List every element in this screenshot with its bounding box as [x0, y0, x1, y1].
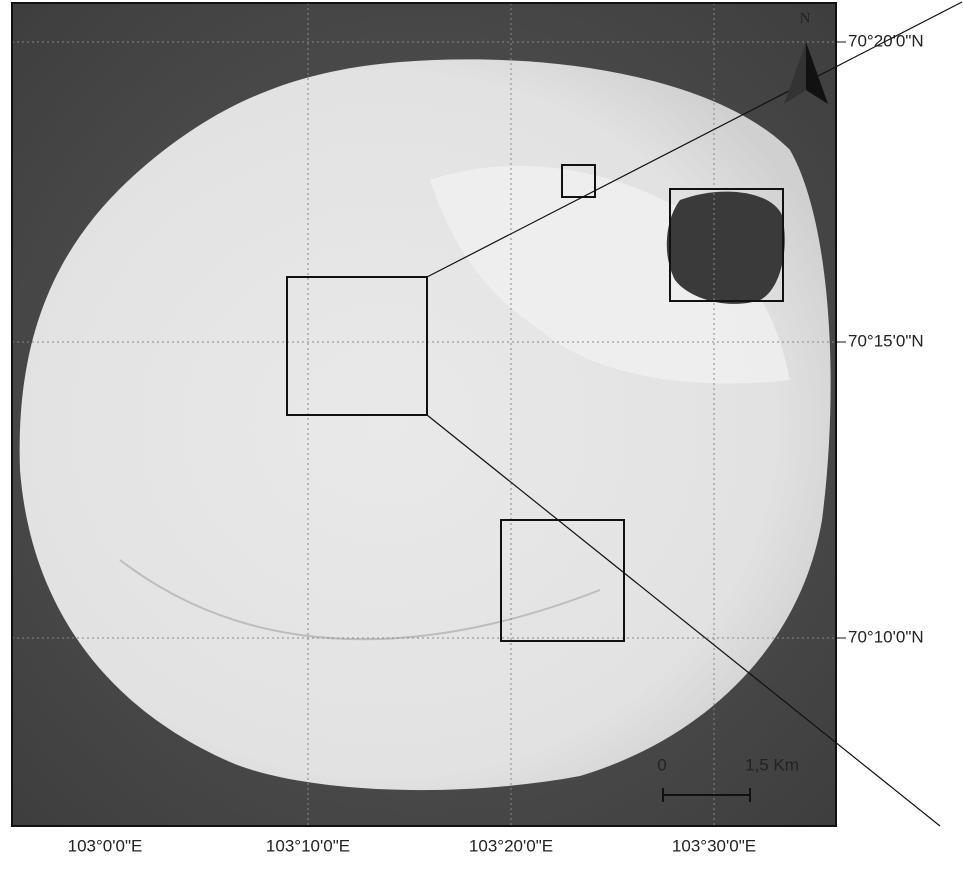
longitude-label: 103°30'0"E [672, 836, 756, 855]
longitude-labels: 103°0'0"E 103°10'0"E 103°20'0"E 103°30'0"E [68, 836, 756, 855]
dark-patch [667, 192, 785, 304]
map-frame [12, 3, 836, 826]
longitude-label: 103°20'0"E [469, 836, 553, 855]
map-figure: N 0 1,5 Km 70°20'0"N 70°15'0"N 70°10'0"N 1… [0, 0, 964, 869]
lake-surface [20, 59, 831, 790]
scale-start-label: 0 [657, 755, 666, 774]
longitude-label: 103°10'0"E [266, 836, 350, 855]
scale-end-label: 1,5 Km [745, 755, 799, 774]
latitude-label: 70°15'0"N [848, 331, 924, 350]
north-label: N [800, 10, 811, 26]
latitude-label: 70°10'0"N [848, 627, 924, 646]
latitude-label: 70°20'0"N [848, 31, 924, 50]
longitude-label: 103°0'0"E [68, 836, 143, 855]
latitude-labels: 70°20'0"N 70°15'0"N 70°10'0"N [836, 31, 924, 646]
